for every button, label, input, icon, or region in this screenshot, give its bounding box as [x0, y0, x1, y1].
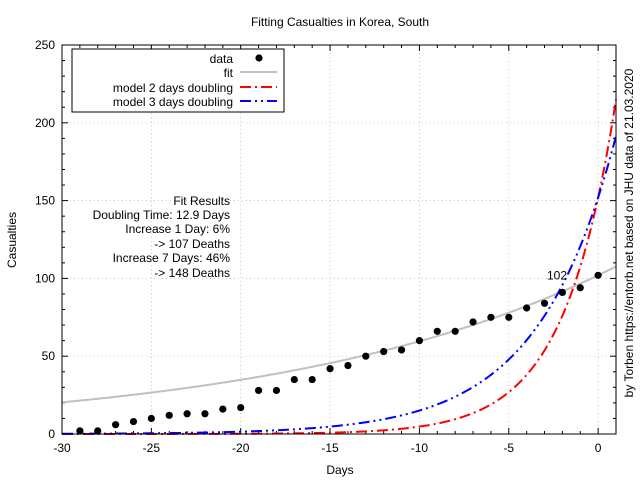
- data-point: [362, 352, 370, 360]
- data-point: [380, 347, 388, 356]
- fit-curve: [61, 265, 617, 404]
- data-point: [505, 313, 513, 321]
- last-value-label: 102: [547, 268, 567, 282]
- data-point: [112, 421, 120, 429]
- fit-results-line: Increase 7 Days: 46%: [113, 251, 231, 265]
- x-tick-label: 0: [595, 441, 602, 455]
- data-point: [254, 386, 263, 395]
- data-point: [576, 284, 584, 292]
- data-point: [558, 288, 566, 297]
- y-tick-label: 50: [42, 349, 56, 363]
- data-point: [94, 427, 102, 435]
- legend-entry-fit: fit: [224, 66, 277, 80]
- data-point: [76, 427, 84, 435]
- legend: data fit model 2 days doubling model 3 d…: [71, 48, 285, 113]
- model-2-days-curve: [62, 99, 617, 435]
- legend-label-data: data: [210, 52, 234, 66]
- fit-results-line: -> 148 Deaths: [154, 266, 230, 280]
- fit-results-box: Fit Results Doubling Time: 12.9 Days Inc…: [93, 194, 231, 280]
- x-tick-label: -10: [411, 441, 429, 455]
- y-axis-label: Casualties: [5, 212, 19, 268]
- y-tick-label: 250: [35, 38, 55, 52]
- data-point: [487, 313, 495, 321]
- data-point: [272, 386, 281, 395]
- data-point: [451, 327, 459, 335]
- data-point: [129, 417, 138, 426]
- fit-results-line: Increase 1 Day: 6%: [125, 222, 230, 236]
- model-3-days-curve: [61, 135, 617, 435]
- plot-frame: [61, 44, 617, 435]
- data-point: [308, 375, 316, 384]
- data-point: [433, 327, 441, 335]
- y-tick-label: 100: [35, 271, 55, 285]
- y-tick-label: 150: [35, 194, 55, 208]
- data-point: [326, 365, 334, 373]
- data-point: [415, 337, 424, 345]
- fit-results-line: Fit Results: [173, 194, 230, 208]
- data-point: [183, 410, 191, 418]
- data-point: [344, 361, 352, 370]
- data-point: [237, 403, 245, 412]
- legend-entry-model-2-days: model 2 days doubling: [113, 81, 277, 95]
- data-point: [290, 375, 298, 384]
- x-tick-label: -5: [503, 441, 514, 455]
- legend-label-fit: fit: [224, 66, 234, 80]
- data-points: [76, 271, 602, 435]
- fit-results-line: Doubling Time: 12.9 Days: [93, 208, 230, 222]
- data-point: [397, 346, 406, 354]
- data-point: [201, 410, 209, 418]
- x-tick-label: -15: [321, 441, 339, 455]
- data-point: [540, 299, 549, 307]
- legend-entry-model-3-days: model 3 days doubling: [113, 95, 277, 109]
- data-point: [523, 304, 531, 312]
- x-tick-label: -25: [143, 441, 161, 455]
- side-credit: by Torben https://entorb.net based on JH…: [622, 68, 636, 397]
- y-tick-label: 200: [35, 116, 55, 130]
- chart-title: Fitting Casualties in Korea, South: [251, 15, 429, 29]
- x-tick-label: -20: [232, 441, 250, 455]
- legend-label-model-3-days: model 3 days doubling: [113, 95, 233, 109]
- series-curves: [61, 99, 617, 435]
- data-point: [219, 405, 227, 413]
- y-tick-label: 0: [48, 427, 55, 441]
- x-axis-label: Days: [326, 463, 353, 477]
- data-point: [469, 318, 477, 326]
- fit-results-line: -> 107 Deaths: [154, 237, 230, 251]
- legend-entry-data: data: [210, 52, 263, 66]
- legend-label-model-2-days: model 2 days doubling: [113, 81, 233, 95]
- legend-marker-data: [255, 54, 263, 62]
- x-tick-label: -30: [53, 441, 71, 455]
- data-point: [165, 411, 173, 419]
- data-point: [594, 271, 602, 279]
- data-point: [147, 414, 155, 423]
